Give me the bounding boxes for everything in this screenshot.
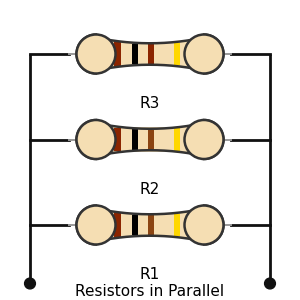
Bar xyxy=(96,213,204,237)
Circle shape xyxy=(265,278,275,289)
Bar xyxy=(148,130,154,149)
Ellipse shape xyxy=(184,120,224,159)
Bar xyxy=(96,42,204,66)
Polygon shape xyxy=(96,208,204,242)
Bar xyxy=(96,127,204,152)
Bar xyxy=(148,215,154,235)
Text: Resistors in Parallel: Resistors in Parallel xyxy=(75,284,225,298)
Circle shape xyxy=(25,278,35,289)
Bar xyxy=(132,215,138,235)
Ellipse shape xyxy=(184,34,224,74)
Ellipse shape xyxy=(76,206,116,244)
Polygon shape xyxy=(96,38,204,70)
Bar xyxy=(132,44,138,64)
Ellipse shape xyxy=(76,206,116,244)
Ellipse shape xyxy=(76,34,116,74)
Ellipse shape xyxy=(184,206,224,244)
Ellipse shape xyxy=(76,34,116,74)
Bar xyxy=(114,213,121,237)
Ellipse shape xyxy=(76,120,116,159)
Text: R3: R3 xyxy=(140,96,160,111)
Bar xyxy=(174,214,180,236)
Ellipse shape xyxy=(76,120,116,159)
Bar xyxy=(174,43,180,65)
Ellipse shape xyxy=(184,34,224,74)
Text: R1: R1 xyxy=(140,267,160,282)
Bar xyxy=(132,129,138,150)
Bar xyxy=(114,128,121,151)
Bar xyxy=(148,44,154,64)
Bar xyxy=(114,42,121,66)
Bar xyxy=(174,128,180,151)
Polygon shape xyxy=(96,123,204,156)
Ellipse shape xyxy=(184,206,224,244)
Text: R2: R2 xyxy=(140,182,160,196)
Ellipse shape xyxy=(184,120,224,159)
